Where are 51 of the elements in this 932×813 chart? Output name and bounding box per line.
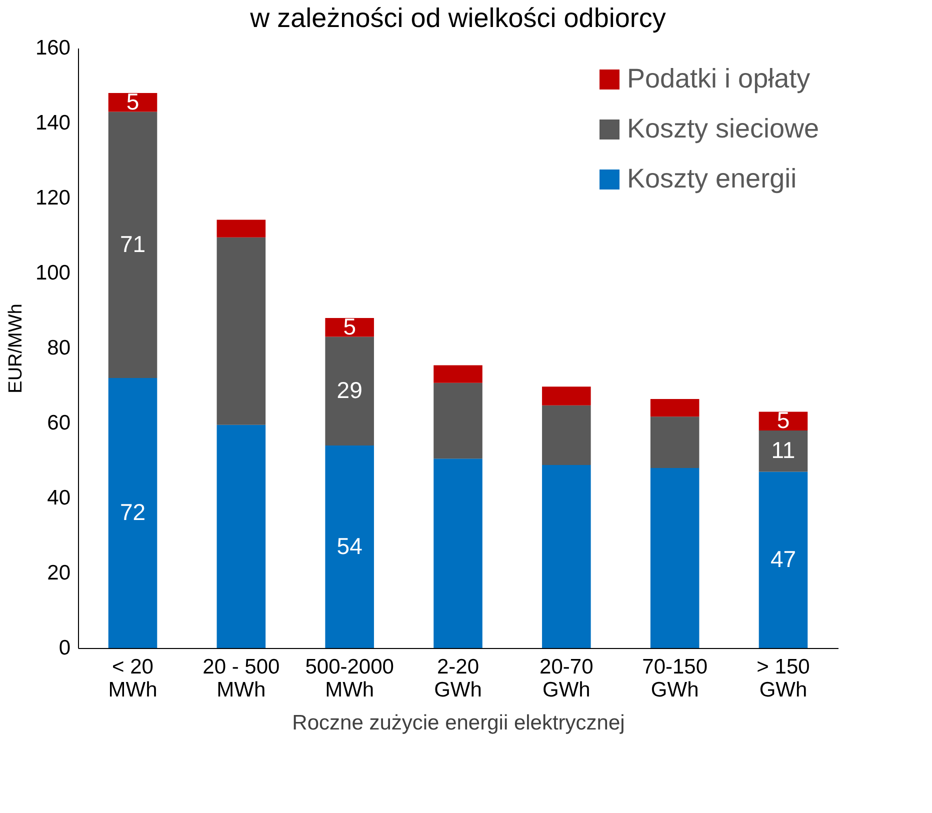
x-tick-label: 500-2000 MWh bbox=[305, 656, 394, 702]
y-tick-label: 120 bbox=[35, 186, 70, 210]
data-label: 29 bbox=[336, 377, 362, 404]
x-tick-label: 2-20 GWh bbox=[434, 656, 482, 702]
y-tick-label: 40 bbox=[47, 486, 70, 510]
y-tick-label: 60 bbox=[47, 412, 70, 434]
bar bbox=[325, 446, 374, 648]
bar bbox=[325, 318, 374, 337]
bar bbox=[542, 405, 591, 465]
bar bbox=[650, 399, 700, 417]
x-tick-label: < 20 MWh bbox=[108, 656, 158, 702]
x-tick-label: 20-70 GWh bbox=[540, 656, 594, 702]
legend-label: Koszty energii bbox=[627, 164, 797, 194]
bar bbox=[434, 458, 482, 648]
bar bbox=[216, 220, 266, 238]
bar bbox=[434, 382, 482, 459]
bar bbox=[542, 465, 591, 648]
bar bbox=[650, 416, 700, 468]
data-label: 5 bbox=[776, 407, 790, 434]
bar bbox=[108, 112, 158, 378]
x-tick-label: > 150 GWh bbox=[756, 656, 810, 702]
y-tick-label: 140 bbox=[35, 112, 70, 134]
bar bbox=[758, 472, 808, 648]
data-label: 11 bbox=[771, 437, 796, 464]
x-tick-label: 20 - 500 MWh bbox=[202, 656, 280, 702]
y-tick-label: 160 bbox=[35, 36, 70, 60]
bar bbox=[542, 386, 591, 406]
x-tick-label: 70-150 GWh bbox=[642, 656, 708, 702]
data-label: 5 bbox=[343, 313, 356, 340]
x-axis-title: Roczne zużycie energii elektrycznej bbox=[292, 712, 625, 734]
data-label: 72 bbox=[120, 499, 146, 525]
y-axis-title: EUR/MWh bbox=[5, 304, 26, 394]
bar bbox=[325, 336, 374, 446]
chart-title: w zależności od wielkości odbiorcy bbox=[249, 3, 666, 33]
y-tick-label: 0 bbox=[58, 636, 70, 660]
y-tick-label: 100 bbox=[35, 262, 70, 284]
bar bbox=[758, 430, 808, 472]
data-label: 5 bbox=[126, 88, 140, 114]
bar bbox=[216, 424, 266, 648]
bar bbox=[108, 93, 158, 112]
bar bbox=[650, 468, 700, 648]
legend-label: Koszty sieciowe bbox=[627, 114, 820, 144]
legend-label: Podatki i opłaty bbox=[627, 64, 811, 94]
data-label: 47 bbox=[770, 546, 796, 572]
bar bbox=[108, 378, 158, 648]
bar bbox=[434, 365, 482, 383]
data-label: 71 bbox=[120, 230, 146, 257]
y-tick-label: 80 bbox=[47, 336, 70, 360]
data-label: 54 bbox=[336, 532, 363, 559]
y-tick-label: 20 bbox=[47, 562, 70, 584]
bar bbox=[216, 237, 266, 425]
